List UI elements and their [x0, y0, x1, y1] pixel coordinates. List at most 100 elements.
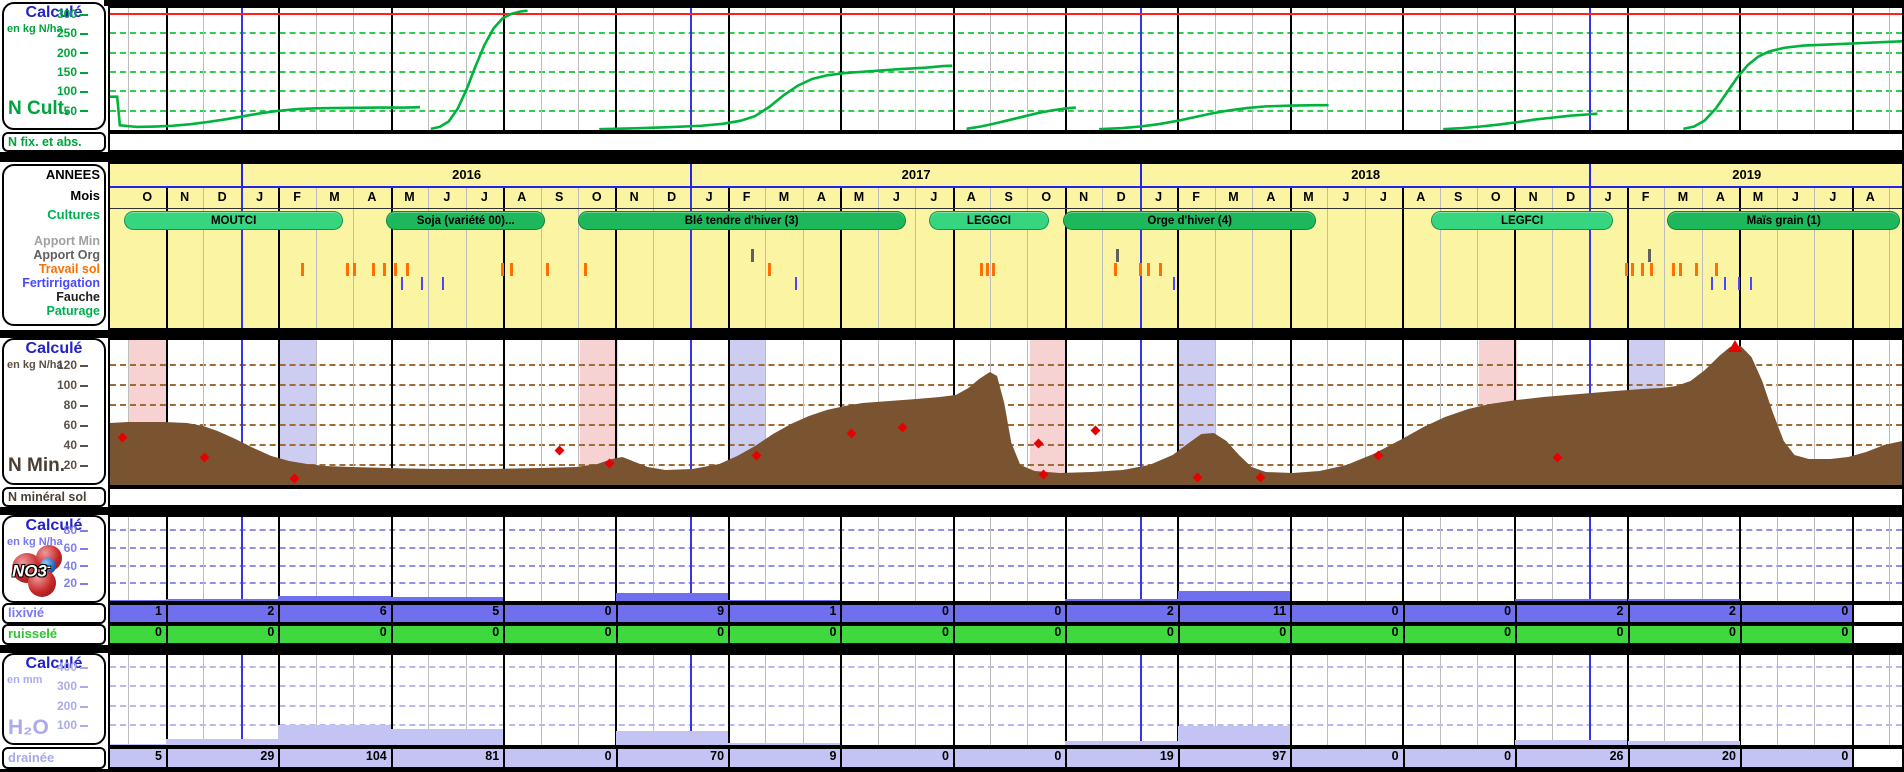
travail_sol-event-tick [501, 263, 505, 276]
year-gridline [1589, 8, 1592, 130]
quarter-gridline [727, 340, 730, 485]
drainee-cell: 20 [1627, 749, 1740, 767]
h2o-tick-300: 300 [2, 678, 88, 694]
years-row-underline [110, 186, 1902, 188]
year-gridline [240, 8, 243, 130]
lixivie-empty-cell [1852, 605, 1902, 622]
month-gridline [1439, 517, 1441, 601]
month-gridline [652, 188, 654, 328]
month-gridline [1776, 517, 1778, 601]
month-gridline [465, 340, 467, 485]
quarter-gridline [1514, 188, 1517, 328]
quarter-gridline [1739, 188, 1742, 328]
month-gridline [1252, 188, 1254, 328]
quarter-gridline [165, 517, 168, 601]
no3-tick-60: 60 [2, 540, 88, 556]
n-cult-curve-LEGGCI [967, 108, 1076, 129]
quarter-gridline [1402, 188, 1405, 328]
quarter-gridline [1177, 8, 1180, 130]
month-gridline [1439, 8, 1441, 130]
h-gridline-250 [110, 32, 1902, 35]
annees-label: ANNEES [45, 167, 100, 182]
travail_sol-event-tick [1114, 263, 1118, 276]
separator-top [104, 0, 1904, 6]
quarter-gridline [278, 655, 281, 745]
no3-chart [108, 515, 1904, 603]
travail_sol-event-tick [1139, 263, 1143, 276]
month-gridline [990, 655, 991, 745]
travail_sol-event-tick [1671, 263, 1675, 276]
month-gridline [915, 655, 917, 745]
month-gridline [1551, 517, 1553, 601]
month-gridline [1476, 8, 1478, 130]
n-min-tick-80: 80 [2, 397, 88, 413]
quarter-gridline [1177, 655, 1180, 745]
year-gridline [1589, 188, 1592, 328]
quarter-gridline [615, 8, 618, 130]
month-label-3: J [256, 190, 264, 204]
n-cult-curve-Blé tendre d'hiver [599, 66, 952, 130]
month-gridline [1102, 340, 1104, 485]
month-gridline [1102, 517, 1104, 601]
travail_sol-event-tick [1650, 263, 1654, 276]
lixivie-cell: 2 [1627, 605, 1740, 622]
n-mineral-label: N minéral sol [8, 490, 87, 504]
lixivie-bar [1177, 591, 1291, 601]
month-gridline [802, 188, 804, 328]
drainee-cell: 5 [154, 749, 162, 763]
quarter-gridline [840, 517, 843, 601]
month-gridline [802, 8, 804, 130]
month-gridline [765, 8, 767, 130]
quarter-gridline [1064, 340, 1067, 485]
quarter-gridline [1626, 188, 1629, 328]
quarter-gridline [390, 655, 393, 745]
ruissele-cell: 0 [503, 626, 615, 643]
year-gridline [240, 655, 243, 745]
drainee-bar [1177, 726, 1291, 745]
separator-3 [0, 507, 1904, 515]
months-row-underline [110, 208, 1902, 209]
travail_sol-row-label: Travail sol [38, 262, 100, 276]
month-label-13: N [629, 190, 639, 204]
month-label-18: A [816, 190, 826, 204]
month-gridline [1252, 340, 1254, 485]
quarter-gridline [1064, 655, 1067, 745]
month-gridline [1814, 517, 1816, 601]
month-label-17: M [778, 190, 790, 204]
month-label-14: D [667, 190, 677, 204]
month-gridline [353, 340, 355, 485]
ruissele-cell: 0 [1627, 626, 1740, 643]
quarter-gridline [1064, 8, 1067, 130]
lixivie-cell: 0 [1290, 605, 1402, 622]
month-gridline [1814, 8, 1816, 130]
fertirrigation-event-tick [442, 277, 445, 290]
month-label-12: O [591, 190, 602, 204]
quarter-gridline [1626, 655, 1629, 745]
month-gridline [877, 8, 879, 130]
month-gridline [1252, 8, 1254, 130]
quarter-gridline [1851, 517, 1854, 601]
month-label-28: F [1192, 190, 1200, 204]
year-cell-2017: 2017 [690, 164, 1139, 186]
month-gridline [540, 188, 542, 328]
drainee-cell: 104 [278, 749, 390, 767]
month-gridline [1364, 8, 1366, 130]
month-gridline [540, 340, 542, 485]
month-gridline [990, 8, 991, 130]
ruissele-cell: 0 [840, 626, 952, 643]
lixivie-bar [1065, 599, 1178, 601]
h-gridline-100 [110, 90, 1902, 93]
month-gridline [877, 517, 879, 601]
lixivie-cell: 2 [1065, 605, 1177, 622]
lixivie-cell: 5 [390, 605, 503, 622]
drainee-cell: 81 [390, 749, 503, 767]
drainee-bar [728, 743, 841, 745]
separator-1 [0, 152, 1904, 162]
month-gridline [1027, 517, 1029, 601]
month-label-46: A [1865, 190, 1875, 204]
month-gridline [1476, 517, 1478, 601]
quarter-gridline [1851, 340, 1854, 485]
travail_sol-event-tick [345, 263, 349, 276]
